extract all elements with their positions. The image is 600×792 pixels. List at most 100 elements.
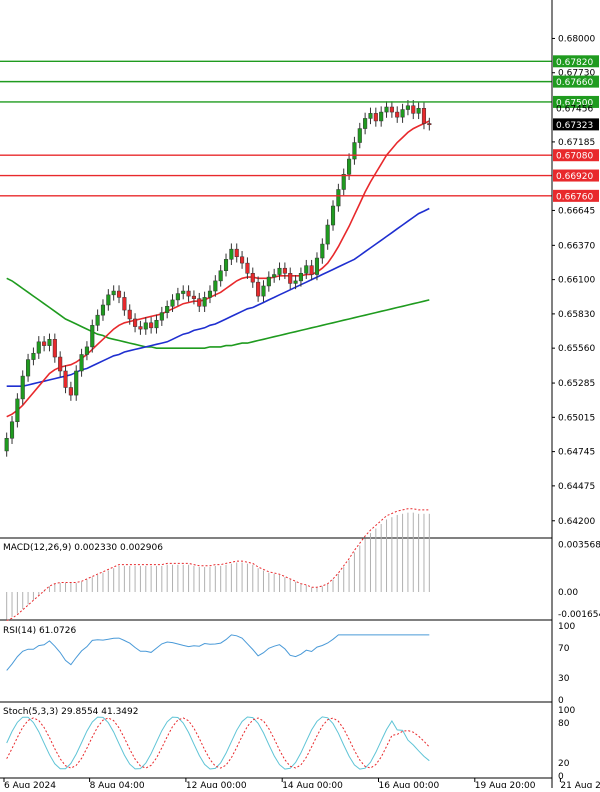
candle-body bbox=[138, 326, 143, 330]
support-level-label: 0.67080 bbox=[556, 152, 593, 162]
candle-body bbox=[106, 294, 111, 306]
candle-body bbox=[330, 205, 336, 226]
candle-body bbox=[427, 123, 432, 126]
candle-body bbox=[357, 128, 362, 143]
candle-body bbox=[400, 109, 405, 118]
partial-price-label: 0.67456 bbox=[556, 105, 593, 115]
candle-body bbox=[309, 265, 314, 275]
stoch-tick-label: 20 bbox=[558, 759, 570, 769]
candle-body bbox=[245, 262, 250, 274]
candle-body bbox=[42, 341, 47, 346]
resistance-level-tag bbox=[553, 75, 599, 88]
ma-fast-line bbox=[6, 120, 430, 418]
stoch-d-line bbox=[6, 717, 430, 769]
candle-body bbox=[90, 325, 95, 348]
candles[interactable] bbox=[4, 100, 432, 457]
resistance-level-label: 0.67820 bbox=[556, 58, 593, 68]
time-axis: 6 Aug 2024 8 Aug 04:00 12 Aug 00:00 14 Aug … bbox=[3, 778, 600, 791]
price-tick-label: 0.67730 bbox=[558, 69, 595, 79]
price-tick-label: 0.64200 bbox=[558, 517, 595, 527]
candle-body bbox=[347, 158, 352, 175]
time-tick-label: 6 Aug 2024 bbox=[4, 781, 56, 788]
stoch-tick-label: 0 bbox=[558, 772, 564, 782]
candle-body bbox=[207, 290, 213, 298]
candle-body bbox=[320, 243, 325, 259]
price-tick-label: 0.67185 bbox=[558, 138, 595, 148]
candle-body bbox=[154, 319, 159, 329]
time-tick-label: 19 Aug 20:00 bbox=[475, 781, 536, 788]
candle-body bbox=[395, 111, 400, 118]
candle-body bbox=[389, 106, 394, 113]
rsi-tick-label: 70 bbox=[558, 644, 570, 654]
resistance-level-label: 0.67500 bbox=[556, 98, 593, 108]
support-level-tag bbox=[553, 149, 599, 162]
candle-body bbox=[191, 295, 196, 299]
candle-body bbox=[74, 370, 79, 396]
candle-body bbox=[293, 280, 298, 284]
candle-body bbox=[47, 339, 52, 346]
support-level-tag bbox=[553, 169, 599, 182]
time-tick-label: 8 Aug 04:00 bbox=[90, 781, 145, 788]
candle-body bbox=[127, 309, 132, 320]
current-price-label: 0.67323 bbox=[556, 121, 593, 131]
support-level-tag bbox=[553, 189, 599, 202]
time-tick-label: 21 Aug 20:00 bbox=[560, 781, 600, 788]
candle-body bbox=[341, 174, 346, 190]
candle-body bbox=[379, 111, 384, 122]
candle-body bbox=[277, 267, 282, 275]
support-level-label: 0.66760 bbox=[556, 192, 593, 202]
macd-tick-label: -0.001654 bbox=[558, 610, 600, 620]
candle-body bbox=[416, 108, 421, 114]
candle-body bbox=[20, 375, 25, 400]
rsi-tick-label: 0 bbox=[558, 696, 564, 706]
current-price-tag bbox=[553, 118, 599, 131]
candle-body bbox=[52, 339, 57, 358]
candle-body bbox=[63, 370, 68, 388]
candle-body bbox=[122, 297, 127, 311]
candle-body bbox=[100, 304, 106, 316]
candle-body bbox=[9, 421, 15, 439]
rsi-tick-label: 30 bbox=[558, 674, 570, 684]
price-tick-label: 0.66100 bbox=[558, 276, 595, 286]
candle-body bbox=[84, 346, 89, 355]
candle-body bbox=[202, 297, 207, 307]
price-tick-label: 0.65015 bbox=[558, 413, 595, 423]
candle-body bbox=[336, 189, 341, 207]
rsi-line bbox=[6, 634, 430, 671]
candle-body bbox=[175, 293, 180, 301]
candle-body bbox=[256, 281, 261, 297]
candle-body bbox=[314, 257, 320, 275]
candle-body bbox=[223, 259, 229, 271]
candle-body bbox=[36, 341, 41, 354]
candle-body bbox=[213, 280, 218, 292]
time-tick-label: 14 Aug 00:00 bbox=[282, 781, 343, 788]
price-levels: 0.67820 0.67660 0.67500 0.67080 0.66920 0.667… bbox=[0, 55, 599, 202]
resistance-level-tag bbox=[553, 55, 599, 68]
macd-signal-line bbox=[6, 508, 430, 622]
candle-body bbox=[304, 265, 309, 274]
time-tick-label: 16 Aug 00:00 bbox=[379, 781, 440, 788]
candle-body bbox=[79, 354, 84, 372]
candle-body bbox=[15, 398, 20, 423]
candle-body bbox=[218, 270, 223, 282]
candle-body bbox=[250, 273, 255, 283]
candle-body bbox=[31, 352, 36, 360]
candle-body bbox=[272, 274, 277, 278]
candle-body bbox=[405, 105, 410, 110]
price-tick-label: 0.68000 bbox=[558, 34, 595, 44]
candle-body bbox=[149, 322, 154, 329]
candle-body bbox=[159, 312, 164, 321]
price-tick-label: 0.64475 bbox=[558, 482, 595, 492]
stoch-tick-label: 80 bbox=[558, 719, 570, 729]
ma-slow-line bbox=[6, 277, 430, 350]
rsi-label: RSI(14) 61.0726 bbox=[3, 626, 76, 636]
rsi-tick-label: 100 bbox=[558, 622, 575, 632]
candle-body bbox=[368, 113, 373, 119]
candle-body bbox=[421, 108, 427, 124]
price-tick-label: 0.65285 bbox=[558, 379, 595, 389]
candle-body bbox=[352, 142, 357, 160]
candle-body bbox=[58, 356, 63, 372]
resistance-level-tag bbox=[553, 95, 599, 108]
